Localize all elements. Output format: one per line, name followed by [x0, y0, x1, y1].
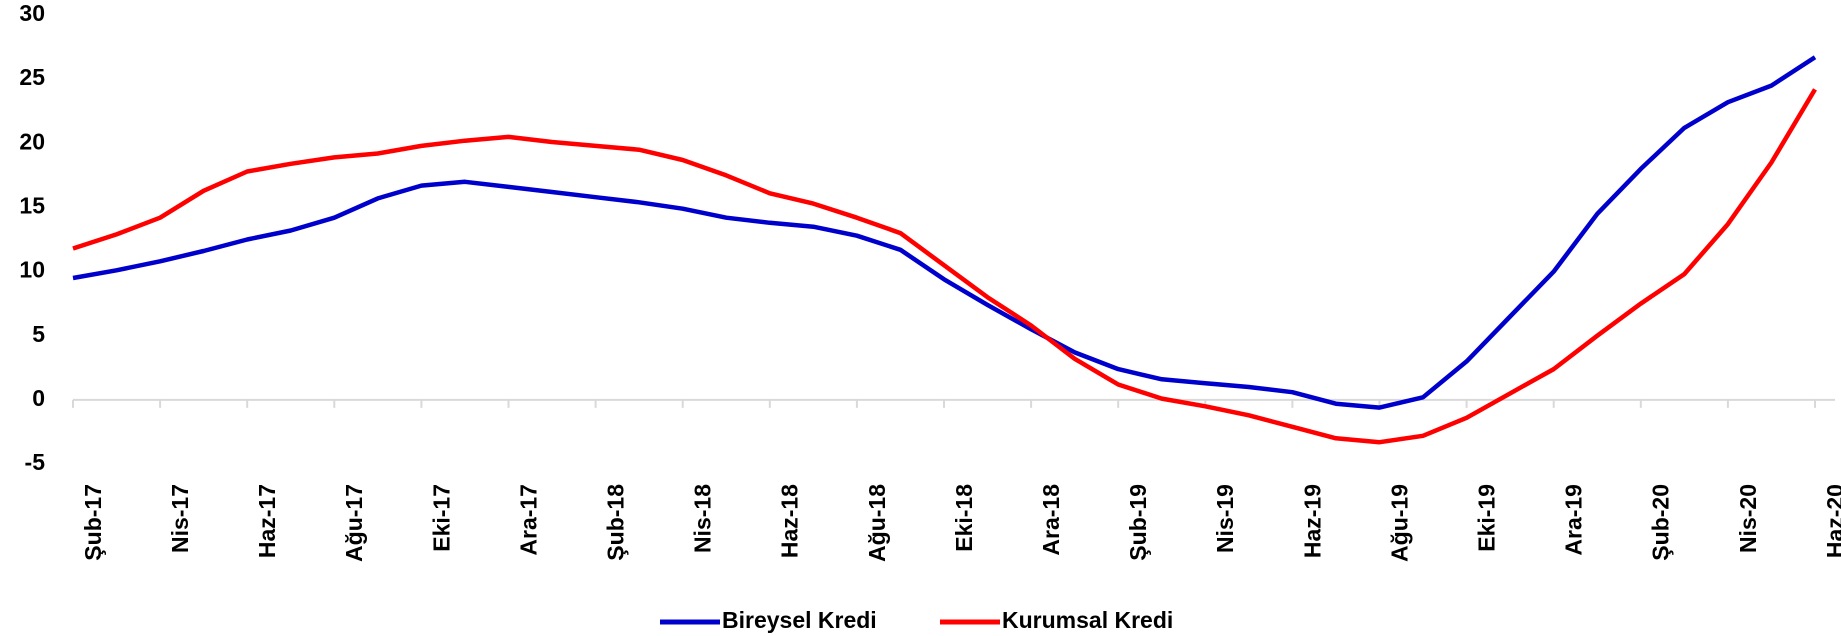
x-tick-label: Haz-18 [777, 484, 803, 558]
x-tick-label: Eki-18 [951, 484, 977, 552]
x-tick-label: Ara-17 [515, 484, 541, 556]
y-tick-label: 0 [32, 385, 45, 411]
series-line [72, 88, 1817, 445]
x-tick-label: Haz-17 [254, 484, 280, 558]
x-tick-label: Şub-20 [1648, 484, 1674, 561]
x-tick-label: Haz-19 [1299, 484, 1325, 558]
x-tick-label: Nis-17 [167, 484, 193, 553]
x-tick-label: Ara-19 [1561, 484, 1587, 556]
y-tick-label: 5 [32, 321, 45, 347]
x-tick-label: Ağu-19 [1386, 484, 1412, 562]
y-tick-label: 20 [19, 128, 45, 154]
x-tick-label: Nis-20 [1735, 484, 1761, 553]
x-tick-label: Haz-20 [1822, 484, 1841, 558]
x-tick-label: Şub-18 [602, 484, 628, 561]
x-tick-label: Ağu-18 [864, 484, 890, 562]
x-tick-label: Nis-18 [690, 484, 716, 553]
x-tick-label: Eki-17 [428, 484, 454, 552]
x-tick-label: Şub-17 [80, 484, 106, 561]
series-line [72, 55, 1817, 410]
x-tick-label: Eki-19 [1473, 484, 1499, 552]
y-tick-label: 25 [19, 64, 45, 90]
y-tick-label: 15 [19, 193, 45, 219]
y-tick-label: 30 [19, 0, 45, 26]
y-tick-label: 10 [19, 257, 45, 283]
y-tick-label: -5 [25, 449, 46, 475]
x-tick-label: Şub-19 [1125, 484, 1151, 561]
legend-label: Bireysel Kredi [722, 607, 877, 633]
x-tick-label: Ağu-17 [341, 484, 367, 562]
legend-label: Kurumsal Kredi [1002, 607, 1173, 633]
x-tick-label: Nis-19 [1212, 484, 1238, 553]
x-tick-label: Ara-18 [1038, 484, 1064, 556]
